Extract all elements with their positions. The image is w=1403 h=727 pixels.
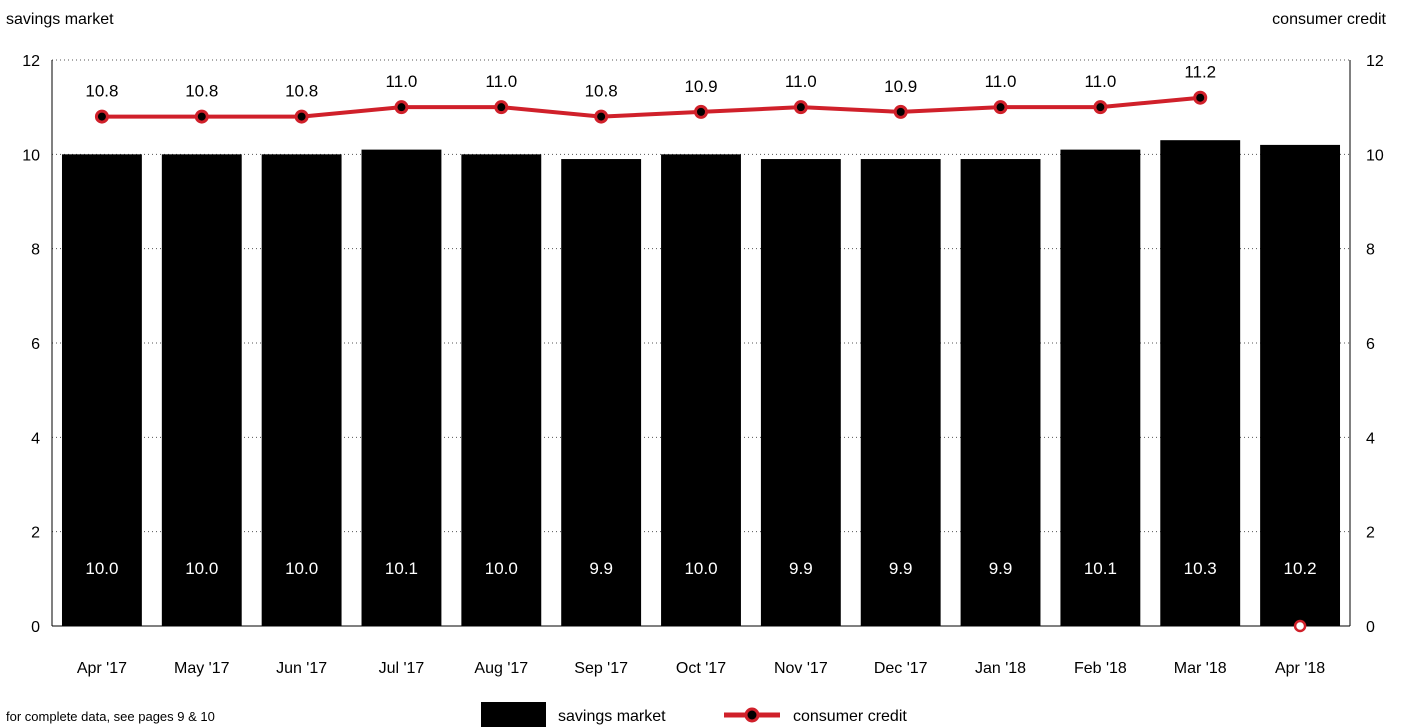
savings-market-bar-label: 9.9 [989, 559, 1013, 578]
savings-market-bar [861, 159, 941, 626]
consumer-credit-point [795, 102, 806, 113]
savings-market-bar [961, 159, 1041, 626]
savings-market-bar-label: 9.9 [889, 559, 913, 578]
y-tick-label-left: 0 [31, 619, 40, 636]
consumer-credit-point-label: 11.0 [985, 72, 1017, 91]
x-tick-label: Jun '17 [276, 660, 327, 677]
savings-market-bar [561, 159, 641, 626]
x-tick-label: Jan '18 [975, 660, 1026, 677]
savings-market-bar-label: 10.0 [85, 559, 118, 578]
savings-market-bar-label: 10.1 [385, 559, 418, 578]
savings-market-bar-label: 10.0 [185, 559, 218, 578]
consumer-credit-point-label: 11.2 [1184, 63, 1216, 82]
legend-label-savings-market: savings market [558, 708, 666, 725]
savings-market-bar-label: 10.0 [684, 559, 717, 578]
y-tick-label-left: 4 [31, 430, 40, 447]
savings-market-bar [761, 159, 841, 626]
savings-market-bar [262, 154, 342, 626]
consumer-credit-point [96, 111, 107, 122]
footer-note: for complete data, see pages 9 & 10 [6, 709, 215, 724]
x-tick-label: Apr '17 [77, 660, 127, 677]
left-axis-title: savings market [6, 11, 114, 28]
consumer-credit-point [396, 102, 407, 113]
savings-market-bar [1060, 150, 1140, 626]
savings-market-bar-label: 9.9 [589, 559, 613, 578]
savings-market-bar [1160, 140, 1240, 626]
savings-market-bar-label: 10.1 [1084, 559, 1117, 578]
consumer-credit-point [496, 102, 507, 113]
consumer-credit-point [995, 102, 1006, 113]
savings-market-bar [661, 154, 741, 626]
y-tick-label-left: 8 [31, 242, 40, 259]
savings-market-bar-label: 10.3 [1184, 559, 1217, 578]
savings-market-bars [62, 140, 1340, 626]
legend-label-consumer-credit: consumer credit [793, 708, 907, 725]
x-tick-label: Sep '17 [574, 660, 628, 677]
savings-market-bar [1260, 145, 1340, 626]
consumer-credit-point [296, 111, 307, 122]
consumer-credit-point [1295, 621, 1305, 631]
x-tick-label: Aug '17 [474, 660, 528, 677]
consumer-credit-point [895, 106, 906, 117]
consumer-credit-point [196, 111, 207, 122]
consumer-credit-point-label: 11.0 [785, 72, 817, 91]
savings-market-bar [461, 154, 541, 626]
consumer-credit-point [1095, 102, 1106, 113]
y-tick-label-right: 12 [1366, 53, 1384, 70]
x-tick-label: May '17 [174, 660, 230, 677]
consumer-credit-point-label: 11.0 [386, 72, 418, 91]
savings-market-bar-label: 10.0 [285, 559, 318, 578]
y-tick-label-left: 12 [22, 53, 40, 70]
legend-swatch-savings-market [481, 702, 546, 727]
savings-market-bar [362, 150, 442, 626]
consumer-credit-point [696, 106, 707, 117]
right-axis-title: consumer credit [1272, 11, 1386, 28]
consumer-credit-point [1195, 92, 1206, 103]
y-tick-label-right: 10 [1366, 147, 1384, 164]
consumer-credit-point-label: 10.8 [85, 82, 118, 101]
x-tick-label: Dec '17 [874, 660, 928, 677]
consumer-credit-point-label: 10.8 [285, 82, 318, 101]
y-tick-label-right: 8 [1366, 242, 1375, 259]
x-tick-label: Oct '17 [676, 660, 726, 677]
x-tick-label: Mar '18 [1174, 660, 1227, 677]
legend-swatch-consumer-credit-marker [746, 709, 758, 721]
consumer-credit-point-label: 10.9 [884, 77, 917, 96]
y-tick-label-left: 10 [22, 147, 40, 164]
consumer-credit-point-label: 10.8 [585, 82, 618, 101]
x-tick-label: Apr '18 [1275, 660, 1325, 677]
y-tick-label-left: 6 [31, 336, 40, 353]
consumer-credit-point-label: 10.8 [185, 82, 218, 101]
y-tick-label-right: 0 [1366, 619, 1375, 636]
savings-market-bar-label: 10.0 [485, 559, 518, 578]
x-tick-label: Feb '18 [1074, 660, 1127, 677]
consumer-credit-line-path [102, 98, 1200, 117]
x-tick-label: Nov '17 [774, 660, 828, 677]
legend: savings market consumer credit [481, 702, 907, 727]
consumer-credit-point-label: 11.0 [1084, 72, 1116, 91]
y-tick-label-right: 2 [1366, 525, 1375, 542]
savings-market-bar-label: 10.2 [1284, 559, 1317, 578]
y-tick-label-right: 4 [1366, 430, 1375, 447]
consumer-credit-point-label: 11.0 [485, 72, 517, 91]
consumer-credit-point-label: 10.9 [684, 77, 717, 96]
savings-market-bar-label: 9.9 [789, 559, 813, 578]
y-tick-label-left: 2 [31, 525, 40, 542]
y-tick-label-right: 6 [1366, 336, 1375, 353]
consumer-credit-point [596, 111, 607, 122]
savings-market-bar [62, 154, 142, 626]
x-tick-label: Jul '17 [379, 660, 425, 677]
savings-market-bar [162, 154, 242, 626]
